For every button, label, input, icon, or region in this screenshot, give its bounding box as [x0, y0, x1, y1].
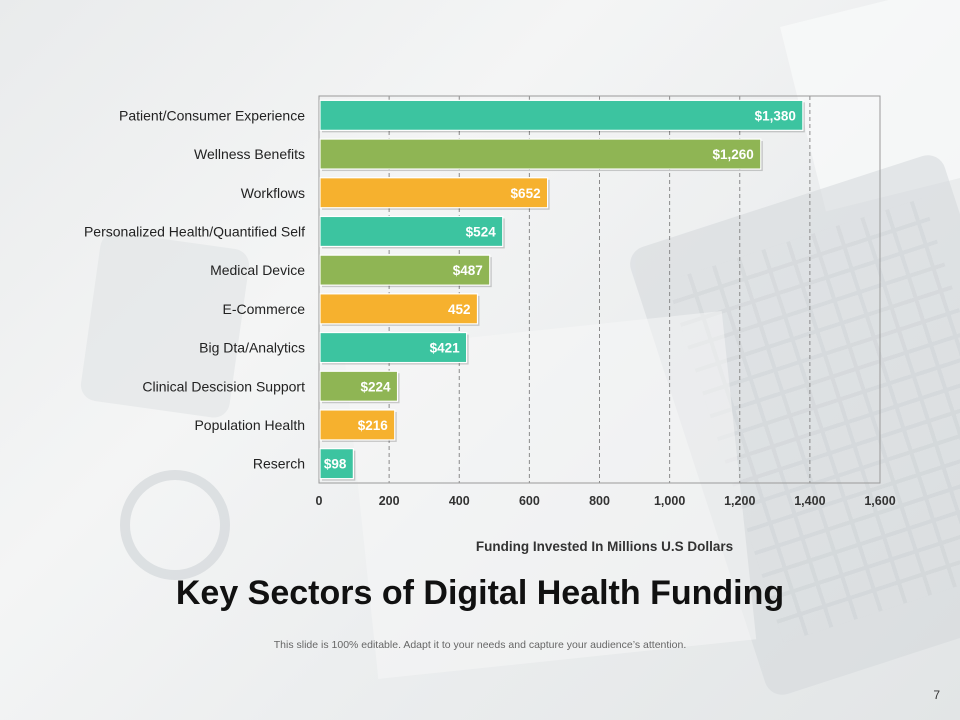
category-label: Medical Device: [210, 262, 305, 278]
bar: [319, 215, 504, 248]
bar: [319, 448, 354, 480]
slide-subtitle: This slide is 100% editable. Adapt it to…: [273, 639, 687, 651]
plot-area: [318, 95, 881, 484]
bar: [319, 293, 479, 325]
bar: [319, 254, 491, 286]
x-tick-label: 0: [316, 494, 323, 508]
bar-value-label: $652: [511, 186, 541, 201]
x-tick-label: 200: [379, 494, 400, 508]
bar-value-label: $98: [324, 457, 347, 472]
background-stethoscope: [120, 470, 230, 580]
category-label: Big Dta/Analytics: [199, 340, 305, 356]
bar-value-label: $1,260: [712, 147, 753, 162]
x-tick-label: 600: [519, 494, 540, 508]
bars: $1,380 $1,260 $652 $524 $487 452 $421 $224 $216 $…: [319, 99, 805, 481]
category-label: Personalized Health/Quantified Self: [84, 223, 305, 239]
slide-title: Key Sectors of Digital Health Funding: [175, 574, 785, 612]
bar-value-label: $216: [358, 418, 389, 433]
x-axis-ticks: 0 200 400 600 800 1,000 1,200 1,400 1,600: [316, 494, 896, 508]
bar-value-label: $1,380: [755, 108, 796, 123]
x-tick-label: 400: [449, 494, 470, 508]
x-tick-label: 800: [589, 494, 610, 508]
category-label: Workflows: [241, 185, 305, 201]
bar-value-label: $487: [453, 263, 483, 278]
bar-value-label: $524: [466, 224, 497, 239]
category-labels: Patient/Consumer Experience Wellness Bene…: [84, 107, 305, 471]
bar-value-label: $224: [360, 379, 391, 394]
x-tick-label: 1,200: [724, 494, 755, 508]
category-label: Population Health: [194, 417, 305, 433]
x-axis-title: Funding Invested In Millions U.S Dollars: [476, 539, 733, 554]
funding-bar-chart: $1,380 $1,260 $652 $524 $487 452 $421 $224 $216 $…: [84, 95, 896, 554]
bar: [319, 370, 399, 402]
page-number: 7: [933, 688, 940, 702]
x-tick-label: 1,000: [654, 494, 685, 508]
bar: [319, 331, 468, 364]
bar: [319, 99, 804, 131]
category-label: Clinical Descision Support: [142, 378, 305, 394]
x-tick-label: 1,400: [794, 494, 825, 508]
category-label: Wellness Benefits: [194, 146, 305, 162]
bar: [319, 138, 762, 170]
category-label: Patient/Consumer Experience: [119, 107, 305, 123]
bar-value-label: 452: [448, 302, 471, 317]
bar: [319, 177, 549, 209]
category-label: Reserch: [253, 456, 305, 472]
bar: [319, 409, 396, 441]
bar-value-label: $421: [430, 341, 461, 356]
x-tick-label: 1,600: [864, 494, 895, 508]
category-label: E-Commerce: [223, 301, 306, 317]
